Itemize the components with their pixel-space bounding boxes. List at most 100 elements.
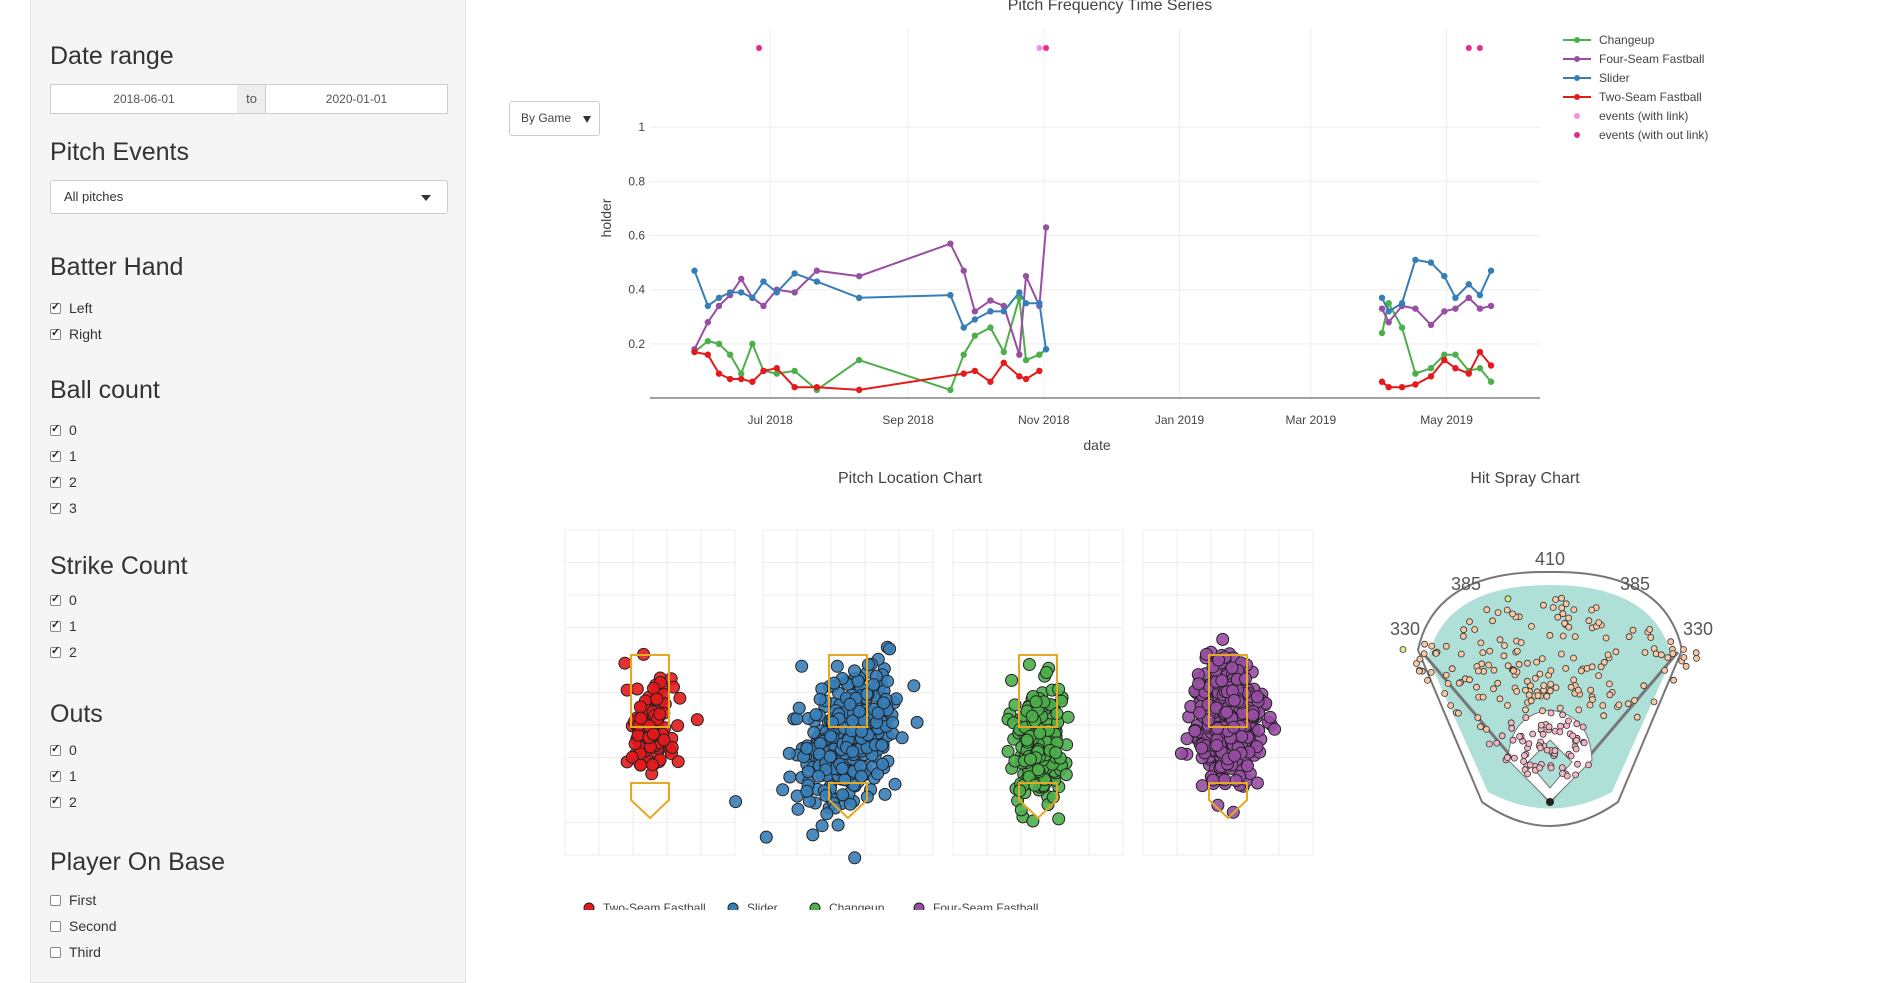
- ball-count-option[interactable]: 1: [50, 446, 77, 466]
- hit-point: [1549, 604, 1557, 611]
- data-point: [715, 340, 723, 348]
- data-point: [855, 272, 863, 280]
- pitch-point: [1174, 746, 1188, 760]
- checkbox[interactable]: [50, 474, 61, 488]
- data-point: [773, 370, 781, 377]
- date-start-input[interactable]: 2018-06-01: [50, 84, 238, 114]
- y-tick-label: 0.6: [628, 229, 645, 243]
- hit-point: [1525, 740, 1533, 748]
- checkbox[interactable]: [50, 592, 61, 606]
- data-point: [947, 291, 954, 299]
- data-point: [1398, 300, 1406, 307]
- pitch-events-title: Pitch Events: [50, 138, 189, 166]
- pitch-point: [646, 727, 660, 741]
- x-axis-title: date: [1083, 437, 1110, 453]
- checkbox[interactable]: [50, 920, 61, 932]
- checkbox[interactable]: [50, 946, 61, 958]
- hit-point: [1523, 659, 1531, 667]
- hit-point: [1455, 709, 1462, 717]
- legend-label: Changeup: [1599, 33, 1655, 47]
- hit-point: [1513, 647, 1521, 655]
- home-plate: [828, 782, 868, 820]
- hit-point: [1475, 667, 1482, 675]
- hit-point: [1573, 736, 1580, 744]
- player-on-base-option[interactable]: First: [50, 890, 96, 910]
- checkbox[interactable]: [50, 448, 61, 462]
- hit-point: [1664, 654, 1672, 661]
- data-point: [960, 324, 967, 331]
- y-tick-label: 0.4: [628, 283, 645, 297]
- hit-point: [1570, 606, 1578, 613]
- hit-point: [1427, 668, 1435, 676]
- pitch-point: [759, 830, 773, 844]
- outs-option[interactable]: 2: [50, 792, 77, 812]
- checkbox[interactable]: [50, 742, 61, 756]
- data-point: [987, 324, 994, 331]
- pitch-point: [671, 755, 685, 769]
- checkbox-label: 2: [69, 794, 77, 810]
- pitch-point: [1192, 677, 1206, 691]
- legend-marker: [1574, 132, 1580, 138]
- pitch-point: [634, 711, 648, 725]
- pitch-events-selected: All pitches: [64, 189, 124, 204]
- checkbox[interactable]: [50, 300, 61, 314]
- pitch-point: [792, 701, 806, 715]
- hit-point: [1565, 614, 1573, 622]
- checkbox[interactable]: [50, 794, 61, 808]
- checkbox[interactable]: [50, 768, 61, 782]
- hit-point: [1507, 719, 1515, 727]
- pitch-events-select[interactable]: All pitches: [50, 180, 448, 214]
- data-point: [855, 386, 863, 394]
- batter-hand-option[interactable]: Left: [50, 298, 92, 318]
- strike-count-option[interactable]: 0: [50, 590, 77, 610]
- ball-count-option[interactable]: 2: [50, 472, 77, 492]
- data-point: [813, 267, 821, 274]
- data-point: [947, 386, 954, 394]
- ball-count-option[interactable]: 0: [50, 420, 77, 440]
- pitch-point: [878, 787, 892, 801]
- data-point: [1465, 294, 1473, 302]
- strike-count-option[interactable]: 2: [50, 642, 77, 662]
- hit-point: [1574, 686, 1582, 694]
- pitch-point: [836, 788, 850, 802]
- hit-point: [1669, 650, 1677, 657]
- batter-hand-option[interactable]: Right: [50, 324, 102, 344]
- pitch-point: [812, 769, 826, 783]
- checkbox-label: 2: [69, 644, 77, 660]
- ball-count-option[interactable]: 3: [50, 498, 77, 518]
- outs-option[interactable]: 0: [50, 740, 77, 760]
- pitch-point: [633, 700, 647, 714]
- data-point: [760, 367, 767, 375]
- hit-point: [1508, 724, 1516, 732]
- outs-option[interactable]: 1: [50, 766, 77, 786]
- pitch-point: [1220, 705, 1234, 719]
- hit-point: [1489, 617, 1496, 625]
- checkbox[interactable]: [50, 500, 61, 514]
- player-on-base-option[interactable]: Second: [50, 916, 116, 936]
- hit-point: [1546, 631, 1554, 639]
- strike-count-title: Strike Count: [50, 552, 188, 580]
- pitch-point: [1241, 759, 1254, 773]
- data-point: [1465, 281, 1473, 288]
- checkbox[interactable]: [50, 422, 61, 436]
- hit-point: [1494, 609, 1502, 616]
- data-point: [1427, 321, 1435, 329]
- date-end-input[interactable]: 2020-01-01: [265, 84, 448, 114]
- caret-down-icon: [583, 116, 591, 123]
- checkbox[interactable]: [50, 618, 61, 632]
- series-line: [1381, 258, 1492, 313]
- aggregation-dropdown[interactable]: By Game: [509, 101, 600, 136]
- pitch-point: [1022, 658, 1036, 671]
- hit-point: [1413, 660, 1420, 667]
- strike-count-option[interactable]: 1: [50, 616, 77, 636]
- pitch-point: [800, 784, 814, 798]
- pitch-point: [1028, 778, 1042, 792]
- strike-zone: [828, 654, 868, 728]
- checkbox[interactable]: [50, 644, 61, 658]
- hit-point: [1588, 606, 1596, 614]
- checkbox[interactable]: [50, 326, 61, 340]
- checkbox[interactable]: [50, 894, 61, 906]
- data-point: [691, 267, 698, 274]
- player-on-base-option[interactable]: Third: [50, 942, 101, 962]
- pitch-point: [1001, 744, 1015, 758]
